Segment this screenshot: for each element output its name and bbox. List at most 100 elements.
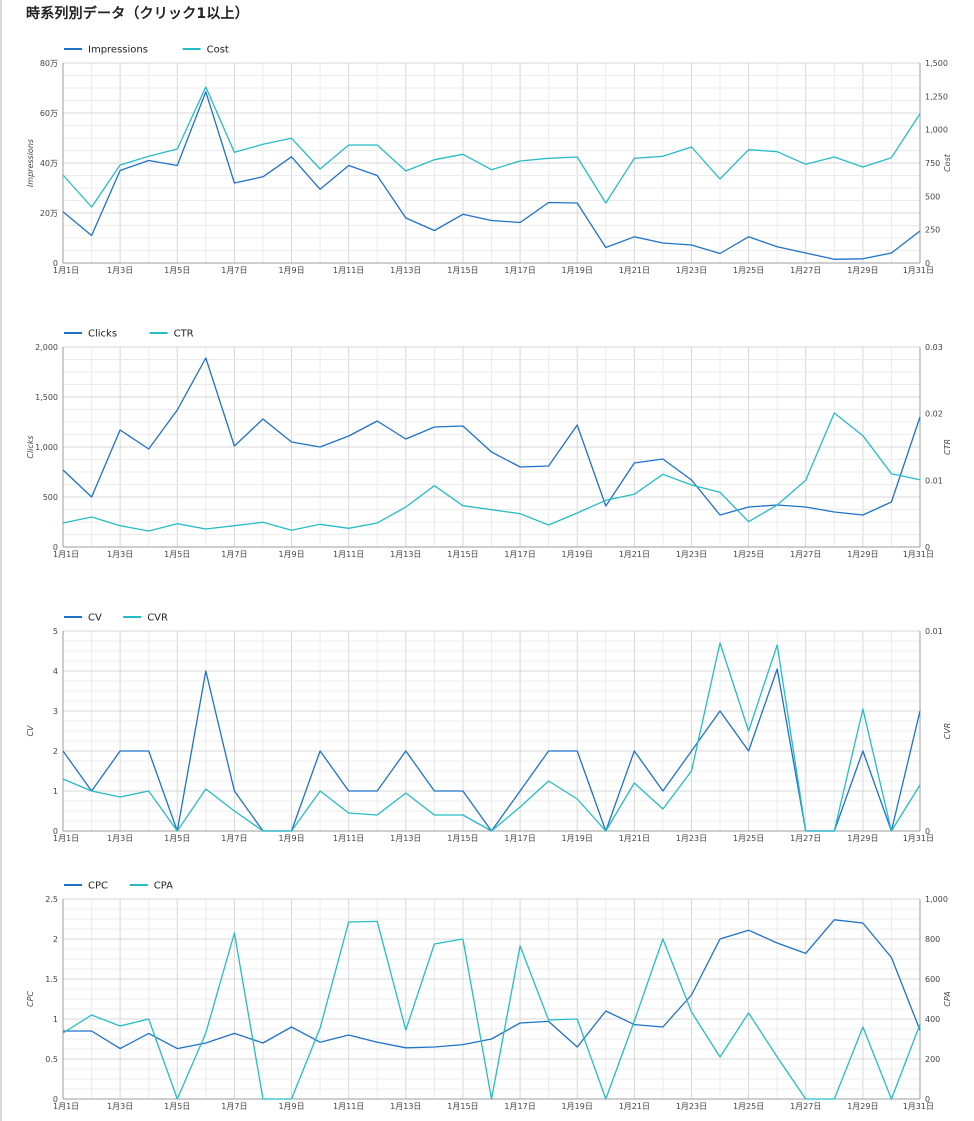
chart-3-legend-label-1: CV: [88, 613, 102, 624]
chart-4-right-tick-label: 600: [925, 975, 940, 984]
chart-3-left-tick-label: 1: [53, 787, 58, 796]
chart-1-left-tick-label: 0: [53, 259, 58, 268]
chart-2-right-tick-label: 0.02: [925, 410, 943, 419]
chart-1-right-tick-label: 1,250: [925, 92, 948, 101]
chart-2-left-tick-label: 1,000: [35, 443, 58, 452]
chart-1-left-tick-label: 40万: [40, 159, 58, 168]
chart-3-x-tick-label: 1月7日: [221, 834, 247, 843]
chart-2-x-tick-label: 1月15日: [447, 550, 478, 559]
chart-2-x-tick-label: 1月31日: [903, 550, 934, 559]
chart-3-right-axis-title: CVR: [943, 723, 952, 740]
chart-3-left-tick-label: 3: [53, 707, 58, 716]
chart-3-x-tick-label: 1月13日: [390, 834, 421, 843]
chart-1-x-tick-label: 1月13日: [390, 266, 421, 275]
chart-3-x-tick-label: 1月3日: [107, 834, 133, 843]
chart-1-x-tick-label: 1月17日: [504, 266, 535, 275]
chart-4-x-tick-label: 1月31日: [903, 1102, 934, 1111]
chart-4-x-tick-label: 1月5日: [164, 1102, 190, 1111]
chart-2-x-tick-label: 1月3日: [107, 550, 133, 559]
chart-2-x-tick-label: 1月17日: [504, 550, 535, 559]
chart-1-right-tick-label: 0: [925, 259, 930, 268]
chart-4-left-tick-label: 0: [53, 1095, 58, 1104]
chart-2-x-tick-label: 1月11日: [333, 550, 364, 559]
chart-1-right-tick-label: 1,500: [925, 59, 948, 68]
chart-3-x-tick-label: 1月1日: [53, 834, 79, 843]
chart-2-x-tick-label: 1月21日: [619, 550, 650, 559]
chart-1-left-tick-label: 60万: [40, 109, 58, 118]
chart-1-x-tick-label: 1月11日: [333, 266, 364, 275]
chart-4-left-tick-label: 1.5: [45, 975, 58, 984]
chart-3-x-tick-label: 1月25日: [733, 834, 764, 843]
chart-4-x-tick-label: 1月9日: [278, 1102, 304, 1111]
chart-2-x-tick-label: 1月27日: [790, 550, 821, 559]
chart-3-left-tick-label: 4: [53, 667, 58, 676]
chart-4-x-tick-label: 1月29日: [847, 1102, 878, 1111]
chart-1-x-tick-label: 1月1日: [53, 266, 79, 275]
chart-2-x-tick-label: 1月25日: [733, 550, 764, 559]
chart-1-x-tick-label: 1月15日: [447, 266, 478, 275]
chart-4-left-tick-label: 2: [53, 935, 58, 944]
chart-4-x-tick-label: 1月11日: [333, 1102, 364, 1111]
chart-2-x-tick-label: 1月19日: [562, 550, 593, 559]
chart-1-x-tick-label: 1月19日: [562, 266, 593, 275]
chart-4-left-tick-label: 0.5: [45, 1055, 58, 1064]
chart-1-x-tick-label: 1月27日: [790, 266, 821, 275]
chart-4-right-axis-title: CPA: [943, 991, 952, 1006]
chart-1-left-tick-label: 80万: [40, 59, 58, 68]
chart-2-right-axis-title: CTR: [943, 439, 952, 455]
chart-3-x-tick-label: 1月29日: [847, 834, 878, 843]
chart-3-left-tick-label: 5: [53, 627, 58, 636]
page-title: 時系列別データ（クリック1以上）: [26, 6, 249, 22]
chart-3-x-tick-label: 1月23日: [676, 834, 707, 843]
chart-2-x-tick-label: 1月1日: [53, 550, 79, 559]
chart-2-x-tick-label: 1月9日: [278, 550, 304, 559]
chart-4-x-tick-label: 1月17日: [504, 1102, 535, 1111]
chart-4-x-tick-label: 1月1日: [53, 1102, 79, 1111]
chart-2-left-tick-label: 0: [53, 543, 58, 552]
chart-3-x-tick-label: 1月5日: [164, 834, 190, 843]
chart-2-right-tick-label: 0.03: [925, 343, 943, 352]
chart-4-x-tick-label: 1月15日: [447, 1102, 478, 1111]
chart-1-legend-label-1: Impressions: [88, 45, 148, 56]
chart-3-x-tick-label: 1月21日: [619, 834, 650, 843]
chart-1-x-tick-label: 1月9日: [278, 266, 304, 275]
chart-2-left-axis-title: Clicks: [26, 435, 35, 458]
chart-3-x-tick-label: 1月31日: [903, 834, 934, 843]
chart-1-right-axis-title: Cost: [943, 153, 952, 172]
chart-4-x-tick-label: 1月7日: [221, 1102, 247, 1111]
chart-3-right-tick-label: 0: [925, 827, 930, 836]
chart-4-right-tick-label: 0: [925, 1095, 930, 1104]
chart-1-left-axis-title: Impressions: [26, 139, 35, 187]
chart-2-x-tick-label: 1月29日: [847, 550, 878, 559]
chart-2-legend-label-1: Clicks: [88, 329, 117, 340]
chart-2-left-tick-label: 2,000: [35, 343, 58, 352]
chart-1-x-tick-label: 1月7日: [221, 266, 247, 275]
chart-1-right-tick-label: 1,000: [925, 126, 948, 135]
chart-4-right-tick-label: 400: [925, 1015, 940, 1024]
chart-4-left-tick-label: 2.5: [45, 895, 58, 904]
chart-1-x-tick-label: 1月25日: [733, 266, 764, 275]
chart-3-x-tick-label: 1月11日: [333, 834, 364, 843]
chart-2-left-tick-label: 500: [43, 493, 58, 502]
chart-2-left-tick-label: 1,500: [35, 393, 58, 402]
chart-4-x-tick-label: 1月23日: [676, 1102, 707, 1111]
chart-3-left-tick-label: 0: [53, 827, 58, 836]
chart-3-legend-label-2: CVR: [147, 613, 168, 624]
chart-4-left-tick-label: 1: [53, 1015, 58, 1024]
chart-1-right-tick-label: 750: [925, 159, 940, 168]
chart-3-series-cvr-line: [62, 642, 921, 832]
chart-1-x-tick-label: 1月21日: [619, 266, 650, 275]
chart-3-left-axis-title: CV: [26, 725, 35, 737]
chart-4-right-tick-label: 800: [925, 935, 940, 944]
chart-4-legend-label-2: CPA: [154, 881, 173, 892]
chart-1-x-tick-label: 1月31日: [903, 266, 934, 275]
chart-4-x-tick-label: 1月25日: [733, 1102, 764, 1111]
chart-1-left-tick-label: 20万: [40, 209, 58, 218]
chart-1-x-tick-label: 1月3日: [107, 266, 133, 275]
chart-4-series-cpa-line: [62, 920, 921, 1100]
chart-3-x-tick-label: 1月15日: [447, 834, 478, 843]
chart-2-x-tick-label: 1月23日: [676, 550, 707, 559]
chart-1-legend-label-2: Cost: [207, 45, 229, 56]
chart-3-x-tick-label: 1月27日: [790, 834, 821, 843]
